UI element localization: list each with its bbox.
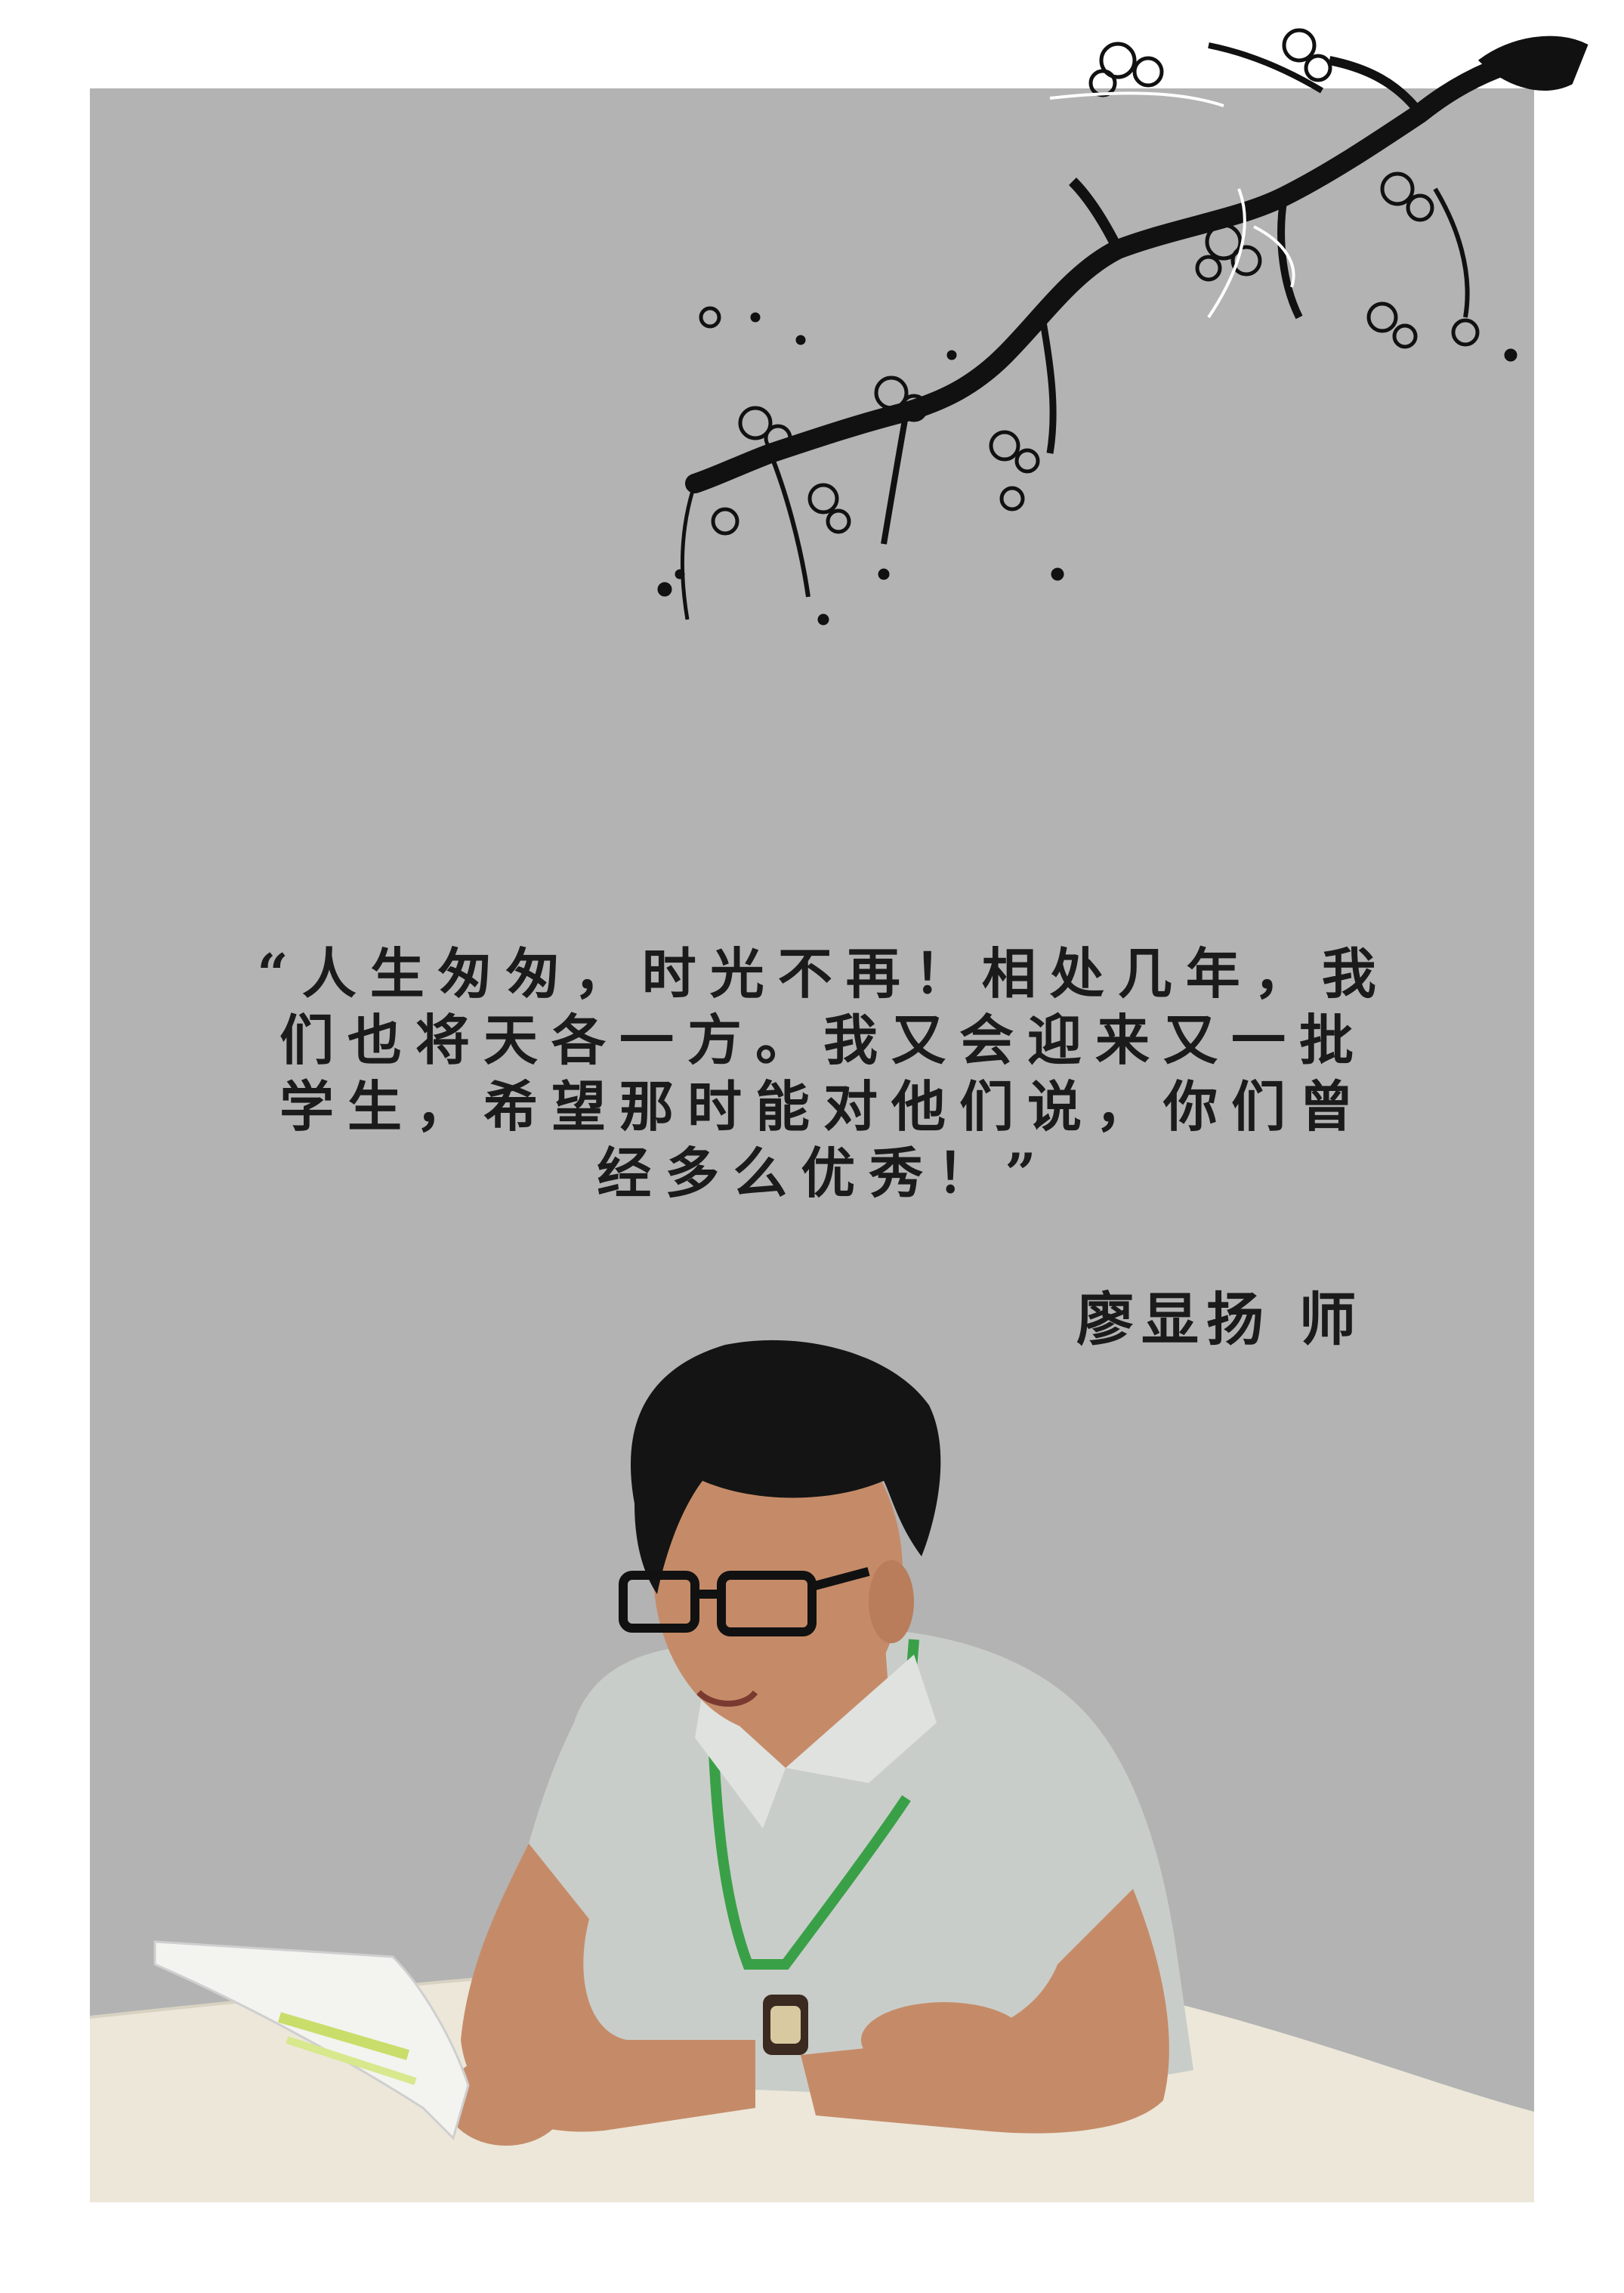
quote-line: 经多么优秀！” [597, 1141, 1050, 1205]
glasses [619, 1567, 870, 1636]
shirt [502, 1632, 1193, 2100]
plum-blossom-branch-illustration [657, 28, 1588, 626]
hair [631, 1340, 941, 1594]
paper-document [153, 1940, 470, 2140]
quote-line: 学生，希望那时能对他们说，你们曾 [279, 1074, 1367, 1139]
teacher-quote: “人生匆匆，时光不再！相处几年，我 们也将天各一方。我又会迎来又一批 学生，希望… [249, 941, 1397, 1207]
quote-author: 廖显扬 师 [1076, 1286, 1364, 1353]
right-arm [801, 1889, 1169, 2134]
lanyard [709, 1752, 911, 1970]
quote-line: “人生匆匆，时光不再！相处几年，我 [257, 941, 1390, 1006]
left-arm [461, 1843, 755, 2132]
quote-line: 们也将天各一方。我又会迎来又一批 [279, 1008, 1367, 1072]
